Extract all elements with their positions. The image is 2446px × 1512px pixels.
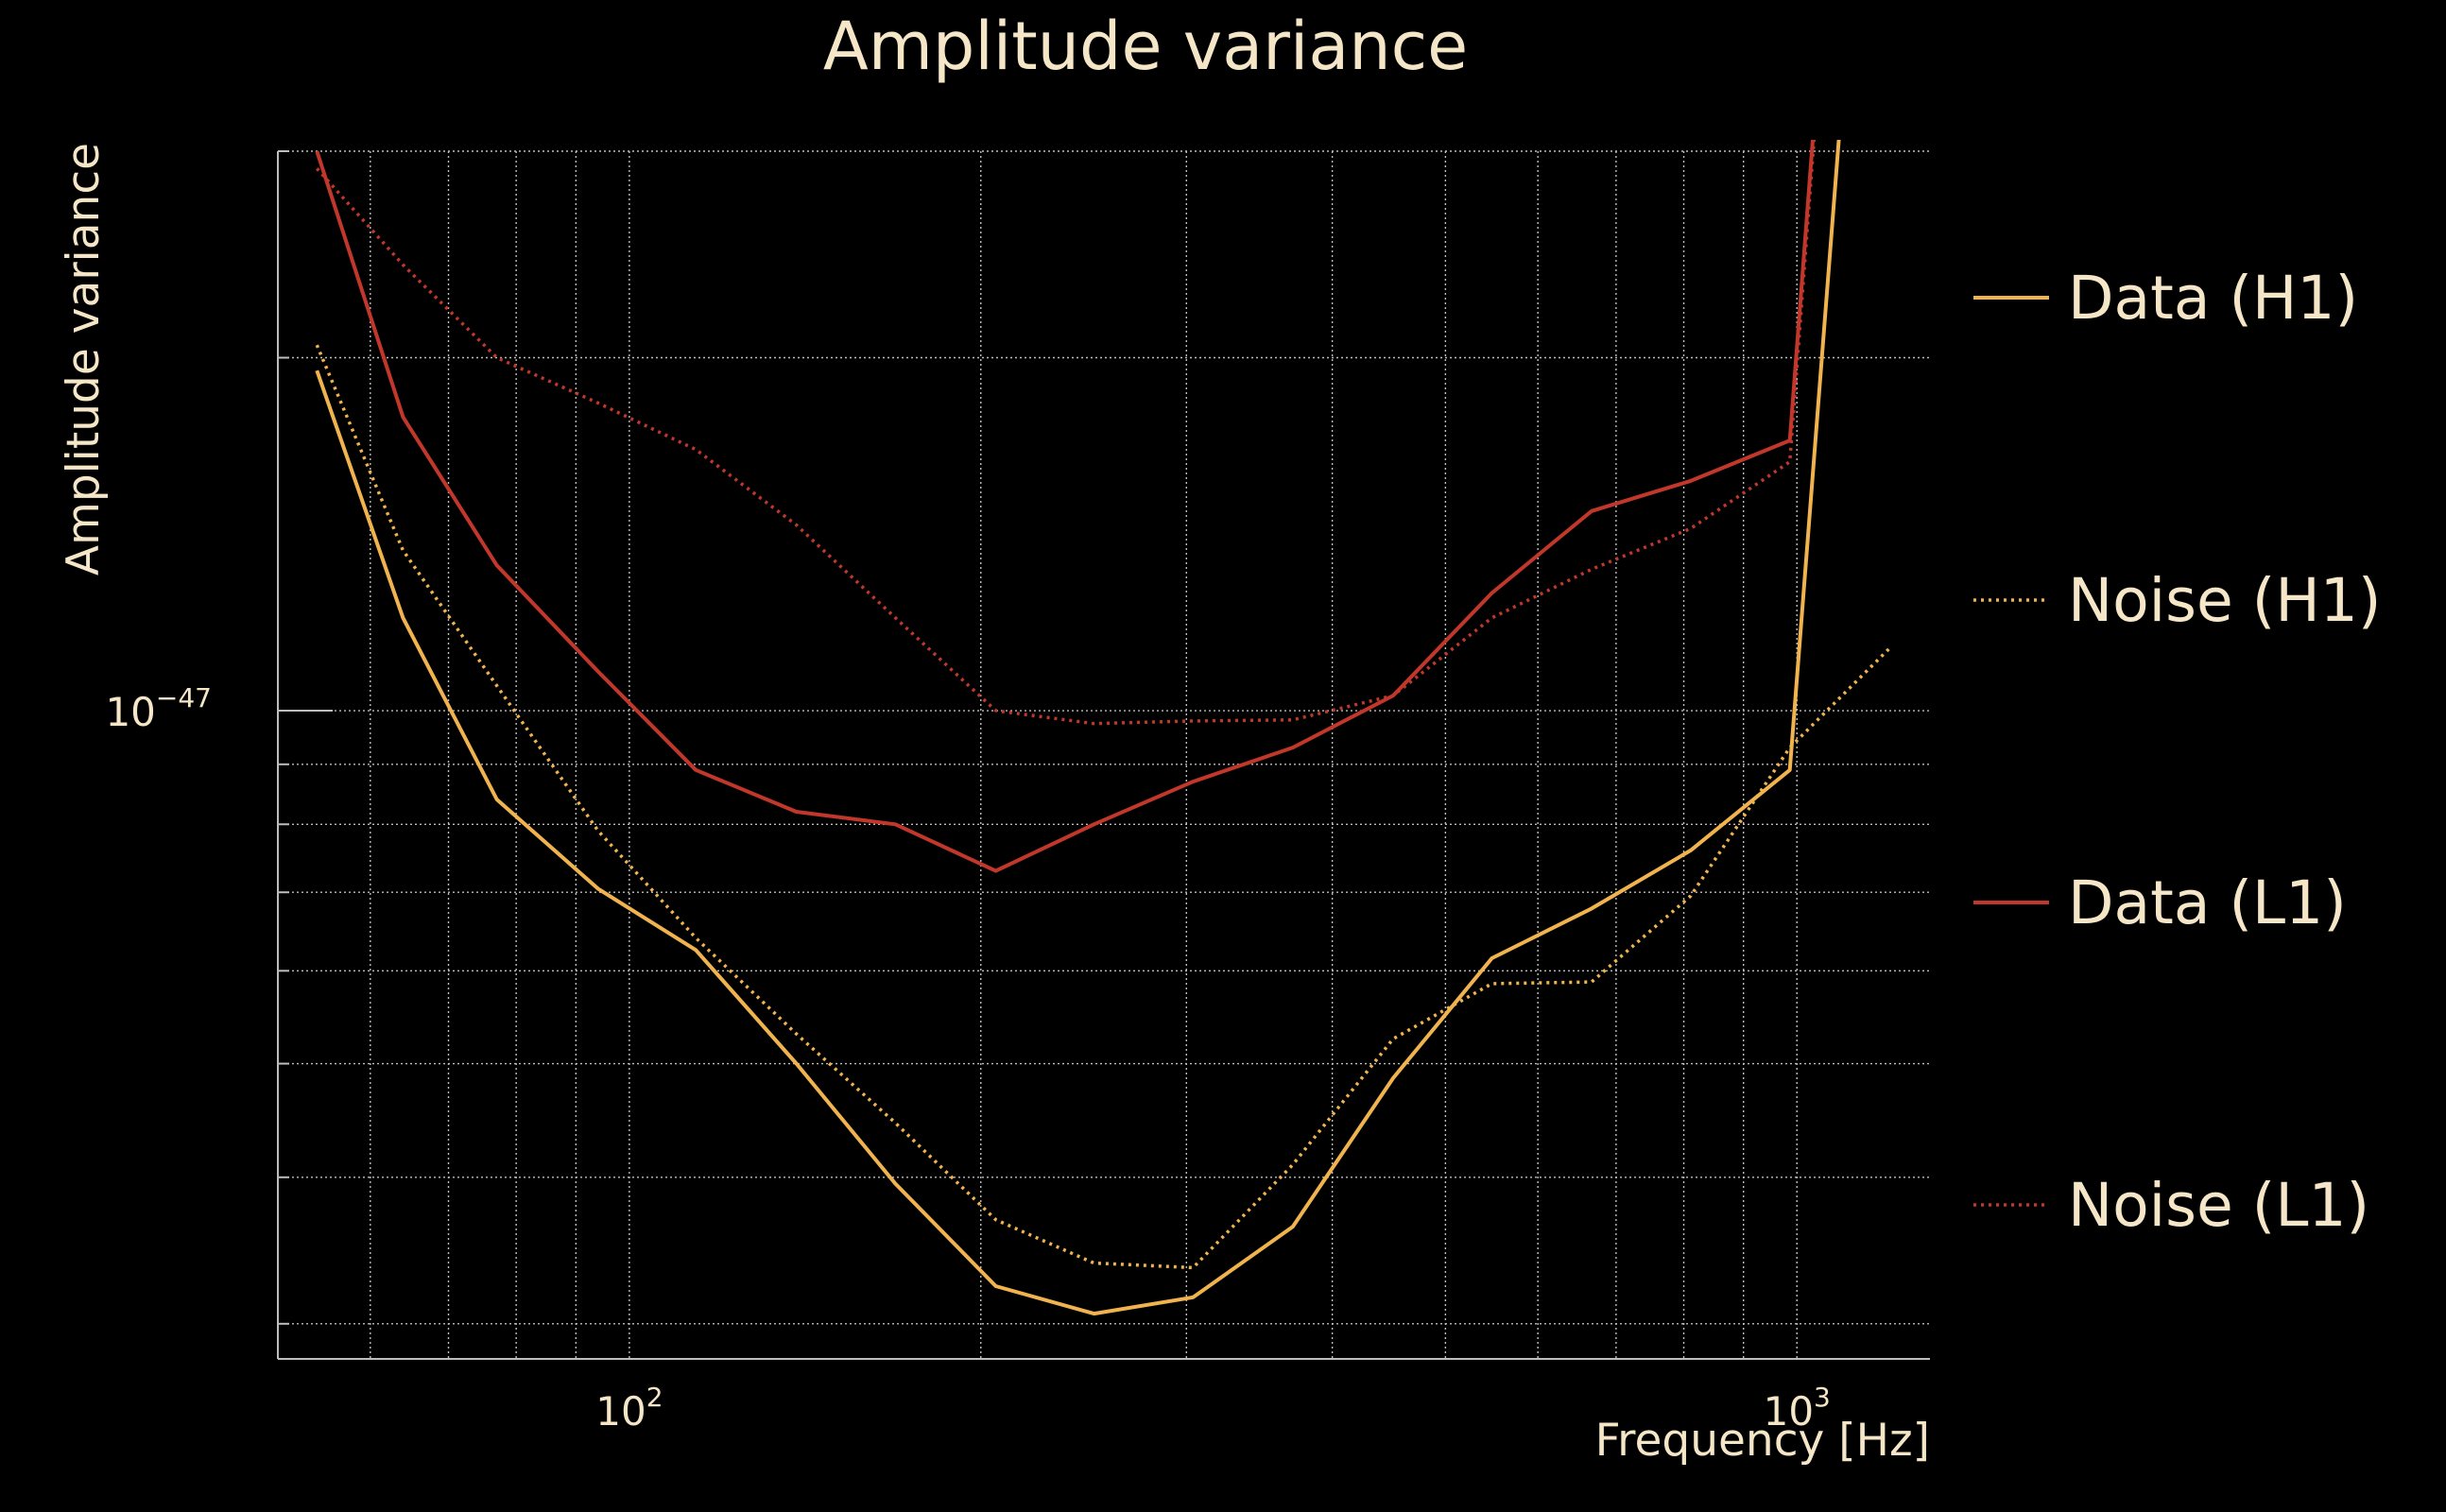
- y-tick-label: 10−47: [105, 682, 212, 735]
- x-tick-labels: 102 103: [595, 1382, 1831, 1435]
- legend: Data (H1) Noise (H1) Data (L1) Noise (L1): [1973, 264, 2381, 1240]
- x-axis-label: Frequency [Hz]: [1595, 1415, 1930, 1467]
- axes: [277, 150, 1930, 1360]
- series-line-noise-l1: [315, 140, 1817, 726]
- grid: [277, 150, 1930, 1359]
- legend-label: Noise (L1): [2068, 1171, 2369, 1240]
- series-lines: [315, 140, 1891, 1316]
- chart-title: Amplitude variance: [823, 8, 1468, 85]
- legend-label: Data (H1): [2068, 264, 2358, 333]
- legend-label: Noise (H1): [2068, 566, 2381, 635]
- y-tick-labels: 10−47: [105, 682, 212, 735]
- x-tick-label: 103: [1764, 1382, 1831, 1435]
- x-tick-label: 102: [595, 1382, 663, 1435]
- y-axis-label: Amplitude variance: [58, 143, 110, 576]
- series-line-data-h1: [315, 140, 1841, 1316]
- legend-label: Data (L1): [2068, 868, 2347, 937]
- series-line-data-l1: [315, 140, 1816, 873]
